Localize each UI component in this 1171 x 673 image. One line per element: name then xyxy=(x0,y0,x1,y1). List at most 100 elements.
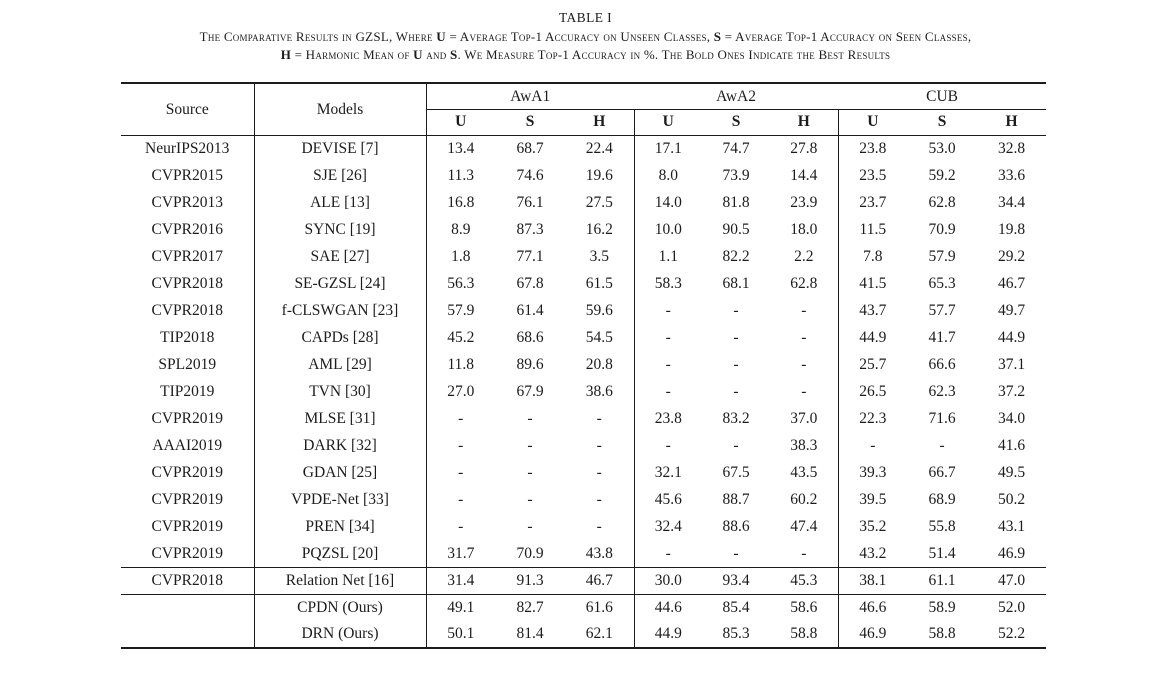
value-cell: - xyxy=(770,324,839,352)
caption-segment: H xyxy=(280,47,292,63)
value-cell: 27.8 xyxy=(770,135,839,163)
value-cell: 41.5 xyxy=(859,274,887,292)
value-cell: 56.3 xyxy=(447,274,475,292)
value-cell: 90.5 xyxy=(722,220,750,238)
value-cell: 53.0 xyxy=(928,140,956,157)
model-cell: AML [29] xyxy=(254,351,427,379)
value-cell: - xyxy=(565,405,635,433)
value-cell: 62.8 xyxy=(770,270,839,298)
value-cell: 31.7 xyxy=(447,544,475,562)
value-cell: - xyxy=(770,351,839,379)
value-cell: 81.8 xyxy=(722,193,750,211)
value-cell: 44.9 xyxy=(997,328,1026,346)
value-cell: 7.8 xyxy=(863,247,883,265)
group-header-awa2: AwA2 xyxy=(634,83,839,110)
value-cell: - xyxy=(527,517,533,535)
table-row: CVPR2017 SAE [27] 1.8 77.1 3.5 1.1 82.2 2.2 7.8 5… xyxy=(121,243,1046,271)
value-cell: 3.5 xyxy=(565,243,635,271)
subheader-awa1-s: S xyxy=(495,109,565,136)
value-cell: 30.0 xyxy=(634,566,703,595)
source-cell: CVPR2018 xyxy=(121,297,255,325)
results-table: Source Models AwA1 AwA2 CUB U S H U S H … xyxy=(121,82,1047,650)
value-cell: - xyxy=(527,409,533,427)
caption-segment: . We Measure Top-1 Accuracy in %. The Bo… xyxy=(457,47,891,63)
value-cell: - xyxy=(527,436,533,454)
value-cell: 66.6 xyxy=(928,355,956,373)
value-cell: 88.6 xyxy=(722,517,750,535)
table-row: SPL2019 AML [29] 11.8 89.6 20.8 - - - 25.7 66.6 37… xyxy=(121,351,1046,379)
value-cell: - xyxy=(665,328,671,346)
value-cell: 74.7 xyxy=(722,140,750,157)
value-cell: 83.2 xyxy=(722,409,750,427)
value-cell: - xyxy=(733,436,739,454)
source-cell: NeurIPS2013 xyxy=(121,135,255,163)
value-cell: 22.3 xyxy=(859,409,887,427)
value-cell: 11.8 xyxy=(447,355,475,373)
caption-segment: S xyxy=(713,28,722,44)
model-cell: SYNC [19] xyxy=(254,216,427,244)
value-cell: 27.0 xyxy=(447,382,475,400)
value-cell: 58.3 xyxy=(654,274,682,292)
table-row: CPDN (Ours) 49.1 82.7 61.6 44.6 85.4 58.6 46.6 5… xyxy=(121,593,1047,622)
table-label: TABLE I xyxy=(558,10,613,25)
table-row: CVPR2018 SE-GZSL [24] 56.3 67.8 61.5 58.3 68.1… xyxy=(121,270,1046,298)
value-cell: - xyxy=(770,297,839,325)
caption-segment: The Comparative Results in GZSL, Where xyxy=(199,28,437,44)
value-cell: 31.4 xyxy=(426,566,495,595)
value-cell: 88.7 xyxy=(722,490,750,508)
value-cell: 43.8 xyxy=(565,540,635,568)
value-cell: 20.8 xyxy=(565,351,635,379)
value-cell: 59.2 xyxy=(928,166,956,184)
subheader-row: U S H U S H U S H xyxy=(121,109,1047,136)
source-cell: TIP2018 xyxy=(121,324,255,352)
value-cell: 46.7 xyxy=(565,566,635,595)
value-cell: - xyxy=(527,463,533,481)
value-cell: 61.1 xyxy=(907,566,978,595)
value-cell: 19.8 xyxy=(997,220,1026,238)
value-cell: 46.6 xyxy=(838,593,908,622)
caption-segment: U xyxy=(413,47,423,63)
value-cell: 46.9 xyxy=(859,625,887,643)
value-cell: 60.2 xyxy=(770,486,839,514)
source-cell: TIP2019 xyxy=(121,378,255,406)
value-cell: 46.9 xyxy=(997,544,1026,562)
subheader-awa2-u: U xyxy=(634,109,703,136)
value-cell: 2.2 xyxy=(770,243,839,271)
value-cell: 65.3 xyxy=(928,274,956,292)
subheader-awa2-h: H xyxy=(770,109,839,136)
value-cell: 85.3 xyxy=(722,625,750,643)
caption-segment: = Harmonic Mean of xyxy=(291,47,414,63)
value-cell: - xyxy=(665,301,671,319)
value-cell: 32.1 xyxy=(654,463,682,481)
value-cell: 10.0 xyxy=(654,220,682,238)
value-cell: 43.5 xyxy=(770,459,839,487)
table-row: CVPR2015 SJE [26] 11.3 74.6 19.6 8.0 73.9 14.4 2… xyxy=(121,162,1046,190)
value-cell: 61.6 xyxy=(565,593,635,622)
value-cell: 47.0 xyxy=(977,566,1047,595)
value-cell: 38.6 xyxy=(565,378,635,406)
value-cell: 22.4 xyxy=(565,135,635,163)
value-cell: - xyxy=(458,490,464,508)
value-cell: - xyxy=(770,378,839,406)
value-cell: 33.6 xyxy=(997,166,1026,184)
value-cell: 45.3 xyxy=(770,566,839,595)
value-cell: 55.8 xyxy=(928,517,956,535)
value-cell: 71.6 xyxy=(928,409,956,427)
value-cell: 59.6 xyxy=(565,297,635,325)
caption-segment: and xyxy=(422,47,451,63)
value-cell: 35.2 xyxy=(859,517,887,535)
table-row: TIP2018 CAPDs [28] 45.2 68.6 54.5 - - - 44.9 41.7… xyxy=(121,324,1046,352)
value-cell: 8.9 xyxy=(451,220,471,238)
table-row: CVPR2018 f-CLSWGAN [23] 57.9 61.4 59.6 - - - 43.… xyxy=(121,297,1046,325)
model-cell: SJE [26] xyxy=(254,162,427,190)
table-row: CVPR2019 MLSE [31] - - - 23.8 83.2 37.0 22.3 71.6… xyxy=(121,405,1046,433)
caption-line-1: The Comparative Results in GZSL, Where U… xyxy=(0,28,1171,47)
value-cell: 50.2 xyxy=(997,490,1026,508)
source-cell: CVPR2019 xyxy=(121,513,255,541)
value-cell: 62.8 xyxy=(928,193,956,211)
value-cell: 44.9 xyxy=(654,625,682,643)
value-cell: - xyxy=(770,540,839,568)
source-cell: CVPR2019 xyxy=(121,486,255,514)
value-cell: 58.8 xyxy=(770,621,839,649)
value-cell: 49.7 xyxy=(997,301,1026,319)
